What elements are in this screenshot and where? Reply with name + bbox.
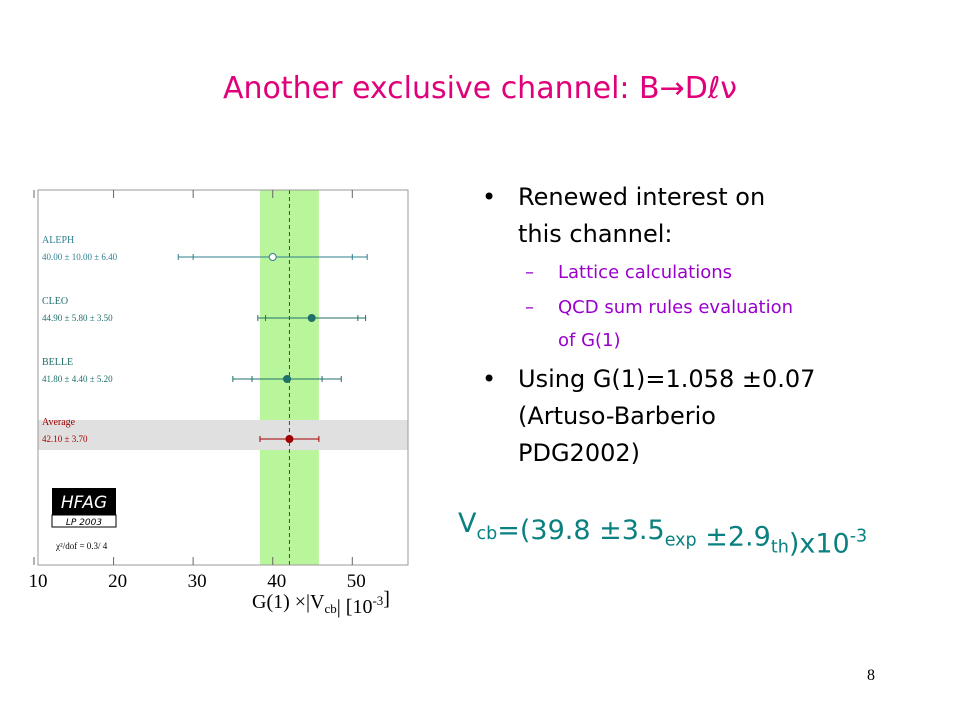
text-part: G(1) ×|V: [252, 591, 325, 613]
point: [307, 314, 316, 322]
text-part: -3: [372, 593, 383, 608]
bullet-text: this channel:: [518, 220, 672, 248]
logo-sub-box: [51, 514, 117, 528]
bullet-dot: •: [482, 365, 496, 393]
text-part: )x10: [789, 528, 850, 559]
bullet-text: PDG2002): [518, 439, 640, 467]
text-part: ±2.9: [697, 522, 771, 553]
row-name: ALEPH: [42, 235, 74, 246]
logo-box: [52, 488, 116, 515]
x-tick-label: 10: [29, 571, 48, 592]
row-name: BELLE: [42, 357, 73, 368]
x-tick-label: 50: [347, 571, 366, 592]
bullet-text: Renewed interest on: [518, 183, 765, 211]
row-label: 44.90 ± 5.80 ± 3.50: [42, 313, 113, 323]
x-tick-label: 20: [108, 571, 127, 592]
point: [285, 435, 294, 443]
bullet-text: Using G(1)=1.058 ±0.07: [518, 365, 815, 393]
row-name: Average: [42, 417, 76, 428]
text-part: cb: [325, 601, 337, 616]
logo-sub: LP 2003: [66, 518, 102, 528]
slide-title: Another exclusive channel: B→Dℓν: [223, 71, 737, 106]
text-part: =(39.8 ±3.5: [497, 515, 664, 546]
chi2: χ²/dof = 0.3/ 4: [55, 541, 108, 551]
sub-dash: –: [525, 262, 534, 283]
page-number: 8: [867, 667, 875, 684]
row-name: CLEO: [42, 296, 68, 307]
point: [283, 375, 292, 383]
text-part: V: [458, 508, 477, 539]
row-label: 42.10 ± 3.70: [42, 434, 88, 444]
bullet-text: (Artuso-Barberio: [518, 402, 716, 430]
x-tick-label: 40: [267, 571, 286, 592]
sub-bullet-text: of G(1): [558, 330, 621, 351]
rich-text: Vcb=(39.8 ±3.5exp ±2.9th)x10-3: [458, 508, 867, 559]
text-part: exp: [665, 531, 697, 551]
logo: HFAG: [61, 493, 107, 513]
sub-bullet-text: QCD sum rules evaluation: [558, 297, 793, 318]
bullet-dot: •: [482, 183, 496, 211]
average-row-shade: [38, 420, 408, 450]
point: [268, 253, 277, 261]
text-part: | [10: [337, 596, 373, 618]
sub-bullet-text: Lattice calculations: [558, 262, 732, 283]
x-tick-label: 30: [188, 571, 207, 592]
frame: [37, 189, 409, 566]
text-part: -3: [850, 526, 867, 546]
text-part: cb: [476, 524, 497, 544]
row-label: 40.00 ± 10.00 ± 6.40: [42, 252, 118, 262]
rich-text: G(1) ×|Vcb| [10-3]: [252, 588, 390, 618]
row-label: 41.80 ± 4.40 ± 5.20: [42, 374, 113, 384]
text-part: th: [771, 537, 789, 557]
sub-dash: –: [525, 297, 534, 318]
bullets: • Renewed interest on this channel: – Lattic…: [458, 183, 867, 559]
text-part: ]: [383, 588, 390, 610]
